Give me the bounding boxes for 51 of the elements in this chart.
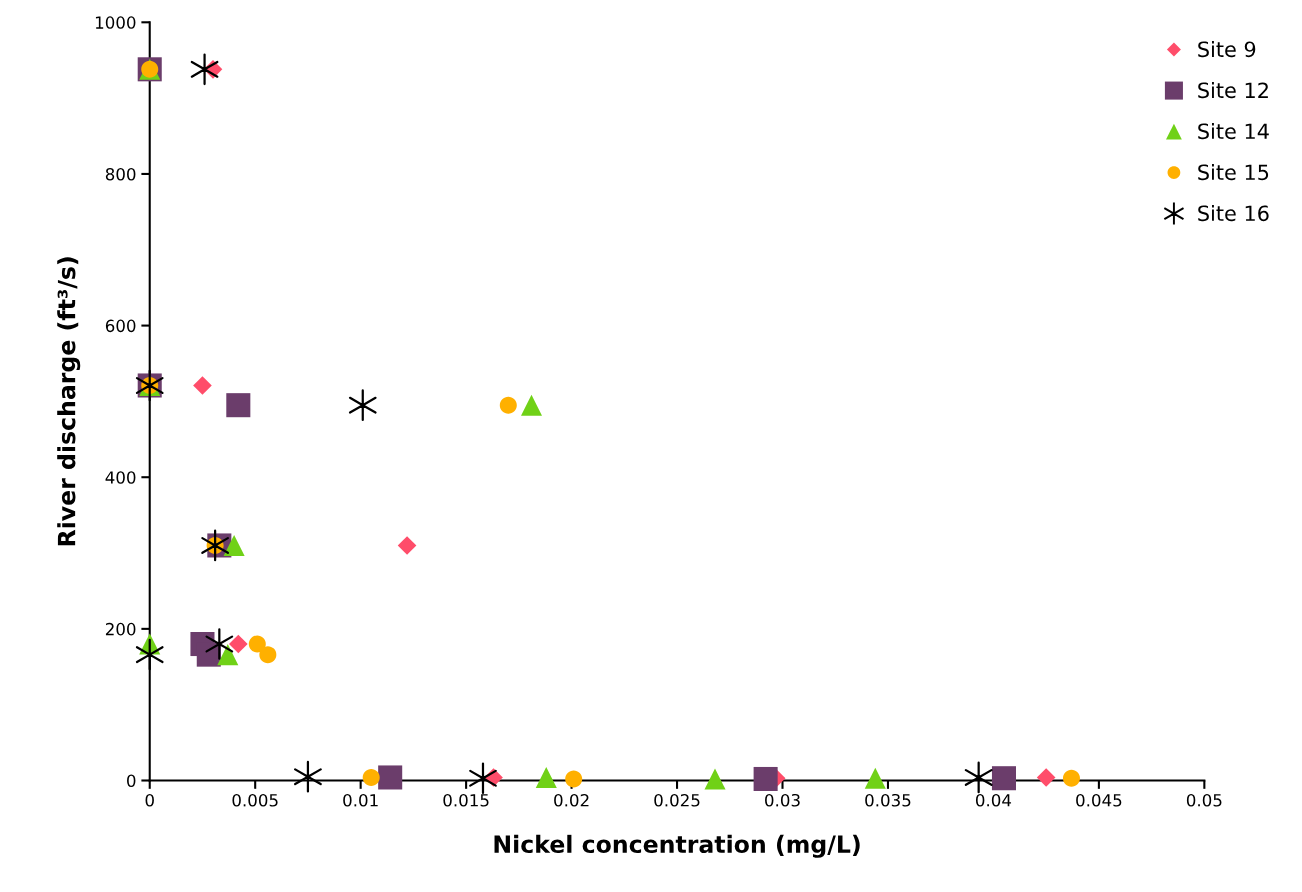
point bbox=[499, 396, 517, 414]
point bbox=[135, 638, 164, 671]
legend-label: Site 15 bbox=[1198, 164, 1269, 181]
point bbox=[565, 770, 583, 788]
x-tick-label: 0.045 bbox=[1076, 793, 1122, 807]
x-tick-label: 0.015 bbox=[443, 793, 489, 807]
point bbox=[193, 376, 212, 395]
point bbox=[964, 761, 993, 794]
point bbox=[348, 389, 377, 422]
point bbox=[259, 646, 277, 664]
point bbox=[704, 768, 726, 790]
point bbox=[864, 767, 886, 789]
point bbox=[223, 534, 245, 556]
x-tick-label: 0.02 bbox=[554, 793, 589, 807]
y-tick-label: 800 bbox=[105, 167, 136, 181]
x-tick-label: 0.035 bbox=[865, 793, 911, 807]
point bbox=[535, 766, 557, 788]
point bbox=[520, 394, 543, 416]
y-tick-label: 0 bbox=[127, 774, 136, 788]
y-tick-label: 600 bbox=[105, 319, 136, 333]
x-tick-label: 0.025 bbox=[654, 793, 700, 807]
point bbox=[362, 768, 380, 786]
point bbox=[991, 766, 1016, 791]
y-axis-title: River discharge (ft³/s) bbox=[57, 257, 81, 546]
point bbox=[229, 634, 248, 654]
point bbox=[190, 53, 219, 86]
point bbox=[1062, 769, 1080, 787]
x-tick-label: 0.01 bbox=[343, 793, 378, 807]
x-tick-label: 0.05 bbox=[1186, 793, 1222, 807]
y-tick-label: 400 bbox=[105, 471, 136, 484]
point bbox=[378, 765, 403, 790]
legend-label: Site 9 bbox=[1198, 41, 1256, 58]
x-tick-label: 0 bbox=[145, 793, 154, 807]
point bbox=[753, 766, 778, 792]
x-tick-label: 0.03 bbox=[765, 793, 800, 807]
point bbox=[397, 536, 417, 555]
point bbox=[469, 762, 497, 795]
x-tick-label: 0.04 bbox=[975, 793, 1012, 807]
point bbox=[1036, 768, 1056, 787]
legend-label: Site 12 bbox=[1198, 82, 1268, 99]
point bbox=[201, 529, 229, 562]
y-tick-label: 1000 bbox=[95, 16, 136, 29]
legend-label: Site 16 bbox=[1198, 205, 1269, 222]
point bbox=[205, 628, 234, 660]
point bbox=[226, 393, 251, 418]
point bbox=[294, 760, 322, 793]
legend-label: Site 14 bbox=[1198, 123, 1269, 140]
point bbox=[248, 635, 266, 653]
x-axis-title: Nickel concentration (mg/L) bbox=[494, 834, 860, 858]
y-tick-label: 200 bbox=[105, 622, 136, 636]
x-tick-label: 0.005 bbox=[232, 793, 278, 807]
